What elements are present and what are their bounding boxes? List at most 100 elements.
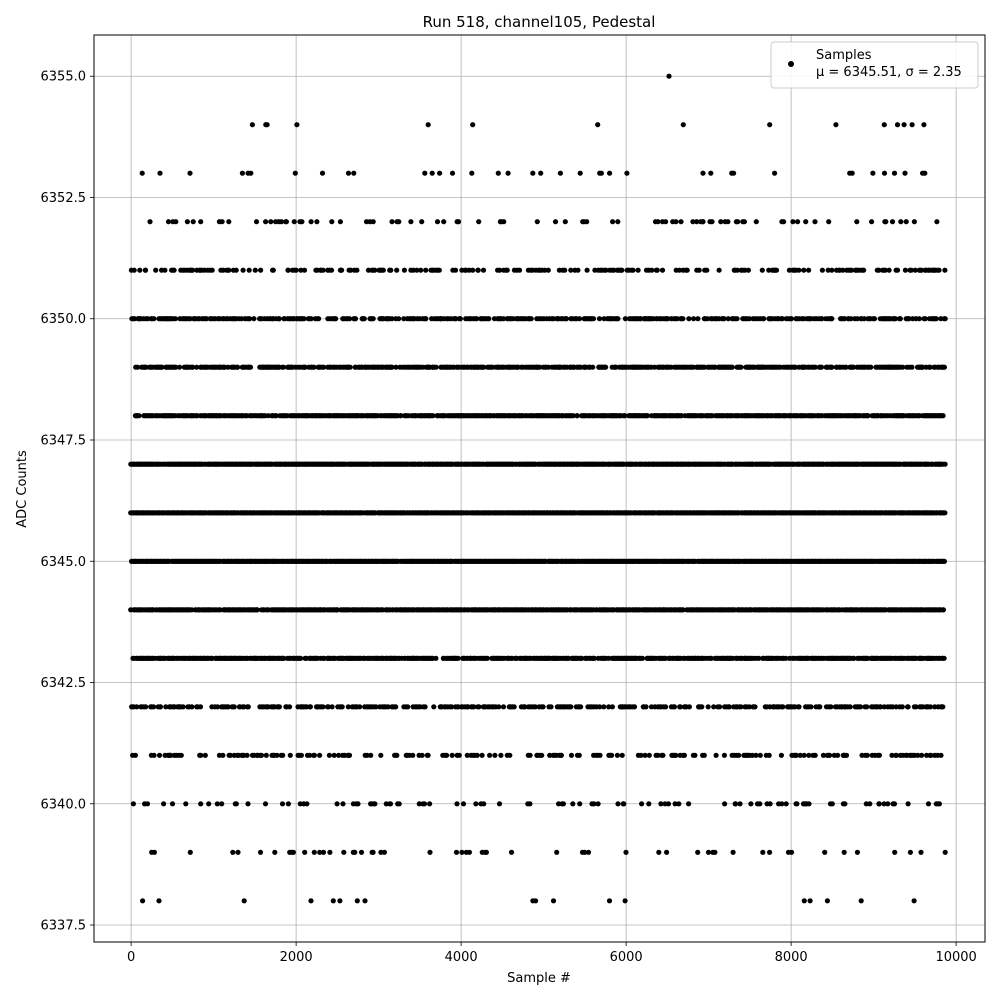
chart-title: Run 518, channel105, Pedestal bbox=[423, 13, 656, 31]
data-point bbox=[276, 704, 282, 710]
data-point bbox=[254, 607, 260, 613]
data-point bbox=[858, 898, 864, 904]
data-point bbox=[639, 801, 645, 807]
data-point bbox=[539, 752, 545, 758]
data-point bbox=[302, 849, 308, 855]
data-point bbox=[655, 752, 661, 758]
data-point bbox=[623, 849, 629, 855]
data-point bbox=[466, 849, 472, 855]
data-point bbox=[829, 801, 835, 807]
data-point bbox=[151, 849, 157, 855]
data-point bbox=[915, 752, 921, 758]
data-point bbox=[582, 849, 588, 855]
data-point bbox=[643, 704, 649, 710]
data-point bbox=[560, 801, 567, 807]
data-point bbox=[712, 849, 718, 855]
data-point bbox=[456, 752, 462, 758]
data-point bbox=[396, 801, 402, 807]
data-point bbox=[304, 801, 310, 807]
data-point bbox=[455, 655, 461, 661]
data-point bbox=[907, 849, 914, 855]
data-point bbox=[806, 752, 812, 758]
data-point bbox=[680, 607, 686, 613]
data-point bbox=[919, 752, 925, 758]
data-point bbox=[609, 752, 615, 758]
data-point bbox=[828, 704, 834, 710]
data-point bbox=[854, 849, 861, 855]
data-point bbox=[355, 801, 361, 807]
data-point bbox=[646, 752, 652, 758]
data-point bbox=[258, 752, 265, 758]
data-point bbox=[639, 655, 646, 661]
data-point bbox=[245, 704, 251, 710]
data-point bbox=[591, 801, 597, 807]
data-point bbox=[708, 655, 714, 661]
data-point bbox=[756, 655, 762, 661]
data-point bbox=[354, 898, 360, 904]
data-point bbox=[378, 752, 384, 758]
data-point bbox=[444, 752, 450, 758]
data-point bbox=[942, 461, 948, 467]
data-point bbox=[473, 801, 479, 807]
data-point bbox=[483, 849, 489, 855]
data-point bbox=[189, 704, 195, 710]
data-point bbox=[340, 801, 346, 807]
data-point bbox=[230, 849, 236, 855]
data-point bbox=[822, 849, 828, 855]
data-point bbox=[885, 801, 891, 807]
data-point bbox=[214, 801, 220, 807]
data-point bbox=[621, 801, 627, 807]
data-point bbox=[578, 704, 584, 710]
data-point bbox=[548, 704, 554, 710]
data-point bbox=[677, 704, 683, 710]
data-point bbox=[326, 752, 332, 758]
data-point bbox=[156, 898, 162, 904]
data-point bbox=[527, 801, 533, 807]
data-point bbox=[808, 704, 814, 710]
data-point bbox=[749, 752, 755, 758]
data-point bbox=[686, 704, 693, 710]
data-point bbox=[827, 752, 833, 758]
data-point bbox=[132, 752, 138, 758]
data-point bbox=[891, 801, 898, 807]
data-point bbox=[522, 704, 528, 710]
data-point bbox=[364, 752, 370, 758]
data-point bbox=[507, 752, 513, 758]
data-point bbox=[394, 752, 400, 758]
data-point bbox=[387, 801, 394, 807]
data-point bbox=[847, 704, 853, 710]
data-point bbox=[180, 704, 186, 710]
data-point bbox=[168, 752, 174, 758]
data-point bbox=[280, 752, 286, 758]
data-point bbox=[893, 752, 899, 758]
data-point bbox=[843, 752, 850, 758]
data-point bbox=[235, 849, 241, 855]
data-point bbox=[881, 801, 887, 807]
data-point bbox=[307, 752, 313, 758]
data-point bbox=[219, 801, 225, 807]
data-point bbox=[663, 704, 669, 710]
data-point bbox=[225, 704, 231, 710]
data-point bbox=[257, 849, 264, 855]
data-point bbox=[327, 849, 333, 855]
data-point bbox=[752, 704, 758, 710]
data-point bbox=[686, 801, 692, 807]
data-point bbox=[487, 752, 493, 758]
data-point bbox=[940, 704, 946, 710]
data-point bbox=[864, 752, 870, 758]
data-point bbox=[656, 849, 662, 855]
data-point bbox=[878, 704, 884, 710]
data-point bbox=[474, 752, 480, 758]
data-point bbox=[766, 752, 772, 758]
data-point bbox=[631, 704, 638, 710]
data-point bbox=[695, 849, 701, 855]
data-point bbox=[311, 752, 317, 758]
data-point bbox=[317, 849, 323, 855]
data-point bbox=[220, 752, 226, 758]
data-point bbox=[857, 704, 864, 710]
data-point bbox=[893, 704, 899, 710]
data-point bbox=[317, 752, 323, 758]
data-point bbox=[140, 898, 146, 904]
